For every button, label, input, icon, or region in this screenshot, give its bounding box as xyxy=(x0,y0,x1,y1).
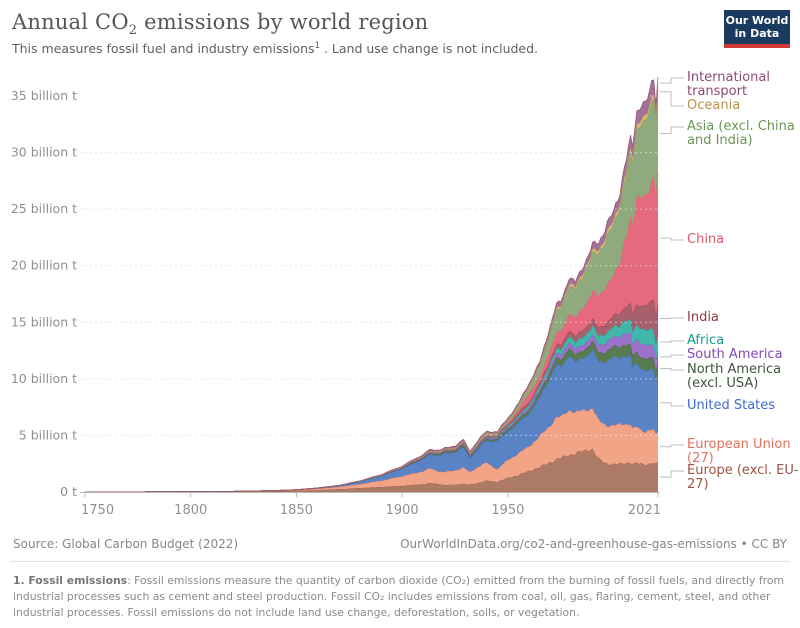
y-axis-label: 30 billion t xyxy=(11,145,77,160)
y-axis-label: 0 t xyxy=(60,484,77,499)
page-title: Annual CO2 emissions by world region xyxy=(12,10,429,39)
legend-label-eu27[interactable]: European Union (27) xyxy=(687,437,791,466)
area-usa[interactable] xyxy=(85,349,658,492)
y-axis-label: 5 billion t xyxy=(19,427,77,442)
legend-label-asia_excl[interactable]: Asia (excl. China and India) xyxy=(687,119,795,148)
footnote-body: : Fossil emissions measure the quantity … xyxy=(13,574,784,619)
y-axis-label: 15 billion t xyxy=(11,314,77,329)
x-axis-label: 2021 xyxy=(628,503,661,518)
attribution-text: OurWorldInData.org/co2-and-greenhouse-ga… xyxy=(400,537,787,551)
legend-label-europe_excl[interactable]: Europe (excl. EU-27) xyxy=(687,463,799,492)
legend-label-south_america[interactable]: South America xyxy=(687,347,783,362)
source-text: Source: Global Carbon Budget (2022) xyxy=(13,537,239,551)
owid-logo[interactable]: Our World in Data xyxy=(724,10,790,48)
footer-row: Source: Global Carbon Budget (2022) OurW… xyxy=(13,537,787,551)
owid-logo-line2: in Data xyxy=(734,27,780,40)
legend-label-oceania[interactable]: Oceania xyxy=(687,98,741,113)
footer-divider xyxy=(10,561,790,562)
legend-label-india[interactable]: India xyxy=(687,310,719,325)
area-south_america[interactable] xyxy=(85,332,658,492)
footnote: 1. Fossil emissions: Fossil emissions me… xyxy=(13,573,787,621)
y-axis-label: 20 billion t xyxy=(11,258,77,273)
y-axis-label: 25 billion t xyxy=(11,201,77,216)
y-axis-label: 35 billion t xyxy=(11,88,77,103)
legend-label-intl_transport[interactable]: International transport xyxy=(687,70,770,99)
y-axis-label: 10 billion t xyxy=(11,371,77,386)
legend-label-usa[interactable]: United States xyxy=(687,398,776,413)
legend-label-na_excl_usa[interactable]: North America (excl. USA) xyxy=(687,362,782,391)
legend-label-africa[interactable]: Africa xyxy=(687,333,725,348)
area-europe_excl[interactable] xyxy=(85,448,658,492)
area-africa[interactable] xyxy=(85,319,658,492)
x-axis-label: 1950 xyxy=(491,503,524,518)
area-na_excl_usa[interactable] xyxy=(85,340,658,492)
footnote-lead: 1. Fossil emissions xyxy=(13,574,128,587)
x-axis-label: 1900 xyxy=(386,503,419,518)
x-axis-label: 1750 xyxy=(81,503,114,518)
x-axis-label: 1800 xyxy=(174,503,207,518)
owid-logo-line1: Our World xyxy=(725,14,789,27)
x-axis-label: 1850 xyxy=(280,503,313,518)
chart-subtitle: This measures fossil fuel and industry e… xyxy=(12,41,539,57)
legend-label-china[interactable]: China xyxy=(687,232,725,247)
area-eu27[interactable] xyxy=(85,408,658,492)
